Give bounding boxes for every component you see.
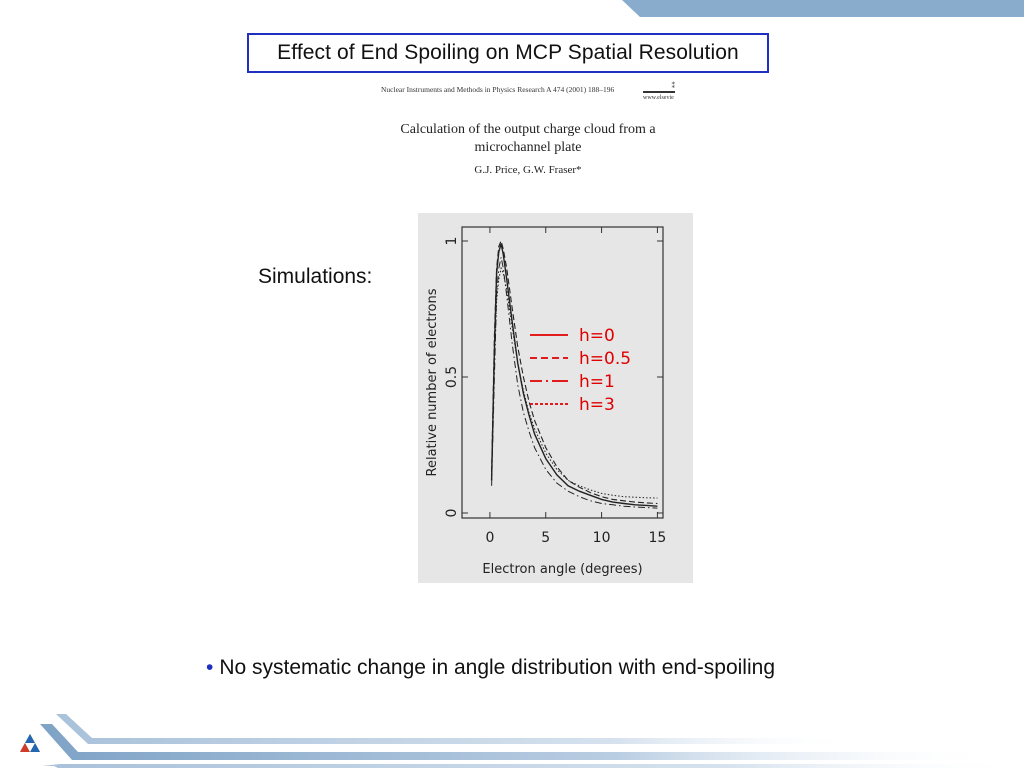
series-line-2 <box>491 257 658 509</box>
y-tick-label-0: 0 <box>444 509 460 518</box>
series-line-1 <box>491 239 658 505</box>
conclusion-text: No systematic change in angle distributi… <box>219 656 775 679</box>
x-axis-label: Electron angle (degrees) <box>482 562 642 577</box>
paper-authors: G.J. Price, G.W. Fraser* <box>474 164 582 176</box>
conclusion-bullet: • No systematic change in angle distribut… <box>206 656 775 680</box>
y-axis-label: Relative number of electrons <box>425 288 440 476</box>
chart-svg: 0 5 10 15 0 0.5 1 Relative number of electrons… <box>425 226 667 577</box>
journal-citation: Nuclear Instruments and Methods in Physi… <box>381 85 615 94</box>
legend-label-0: h=0 <box>579 326 615 346</box>
paper-title: Calculation of the output charge cloud f… <box>360 121 696 157</box>
x-tick-label-2: 10 <box>593 530 611 546</box>
paper-title-line-2: microchannel plate <box>474 140 582 155</box>
publisher-glyph-icon: ⁑ <box>671 82 676 90</box>
x-tick-label-3: 15 <box>649 530 667 546</box>
plot-frame <box>461 226 664 519</box>
bottom-decorative-band <box>20 714 1024 768</box>
y-tick-label-1: 0.5 <box>444 366 460 388</box>
legend-label-1: h=0.5 <box>579 349 631 369</box>
simulations-label: Simulations: <box>258 265 373 288</box>
series-line-3 <box>491 266 658 499</box>
journal-rule <box>643 91 675 93</box>
slide-title-text: Effect of End Spoiling on MCP Spatial Re… <box>277 41 739 64</box>
triangle-logo-icon <box>20 734 40 752</box>
x-tick-label-0: 0 <box>485 530 494 546</box>
top-decorative-band <box>622 0 1024 17</box>
series-line-0 <box>490 243 658 507</box>
x-tick-label-1: 5 <box>541 530 550 546</box>
chart-legend: h=0 h=0.5 h=1 h=3 <box>530 326 631 415</box>
journal-logo: ⁑ www.elsevie <box>643 82 676 104</box>
legend-label-3: h=3 <box>579 395 615 415</box>
y-tick-label-2: 1 <box>444 237 460 246</box>
angle-distribution-plot: 0 5 10 15 0 0.5 1 Relative number of electrons… <box>418 213 693 583</box>
journal-site: www.elsevie <box>643 95 674 101</box>
legend-label-2: h=1 <box>579 372 615 392</box>
bullet-icon: • <box>206 656 214 679</box>
paper-title-line-1: Calculation of the output charge cloud f… <box>400 122 656 137</box>
slide-title: Effect of End Spoiling on MCP Spatial Re… <box>247 33 769 73</box>
